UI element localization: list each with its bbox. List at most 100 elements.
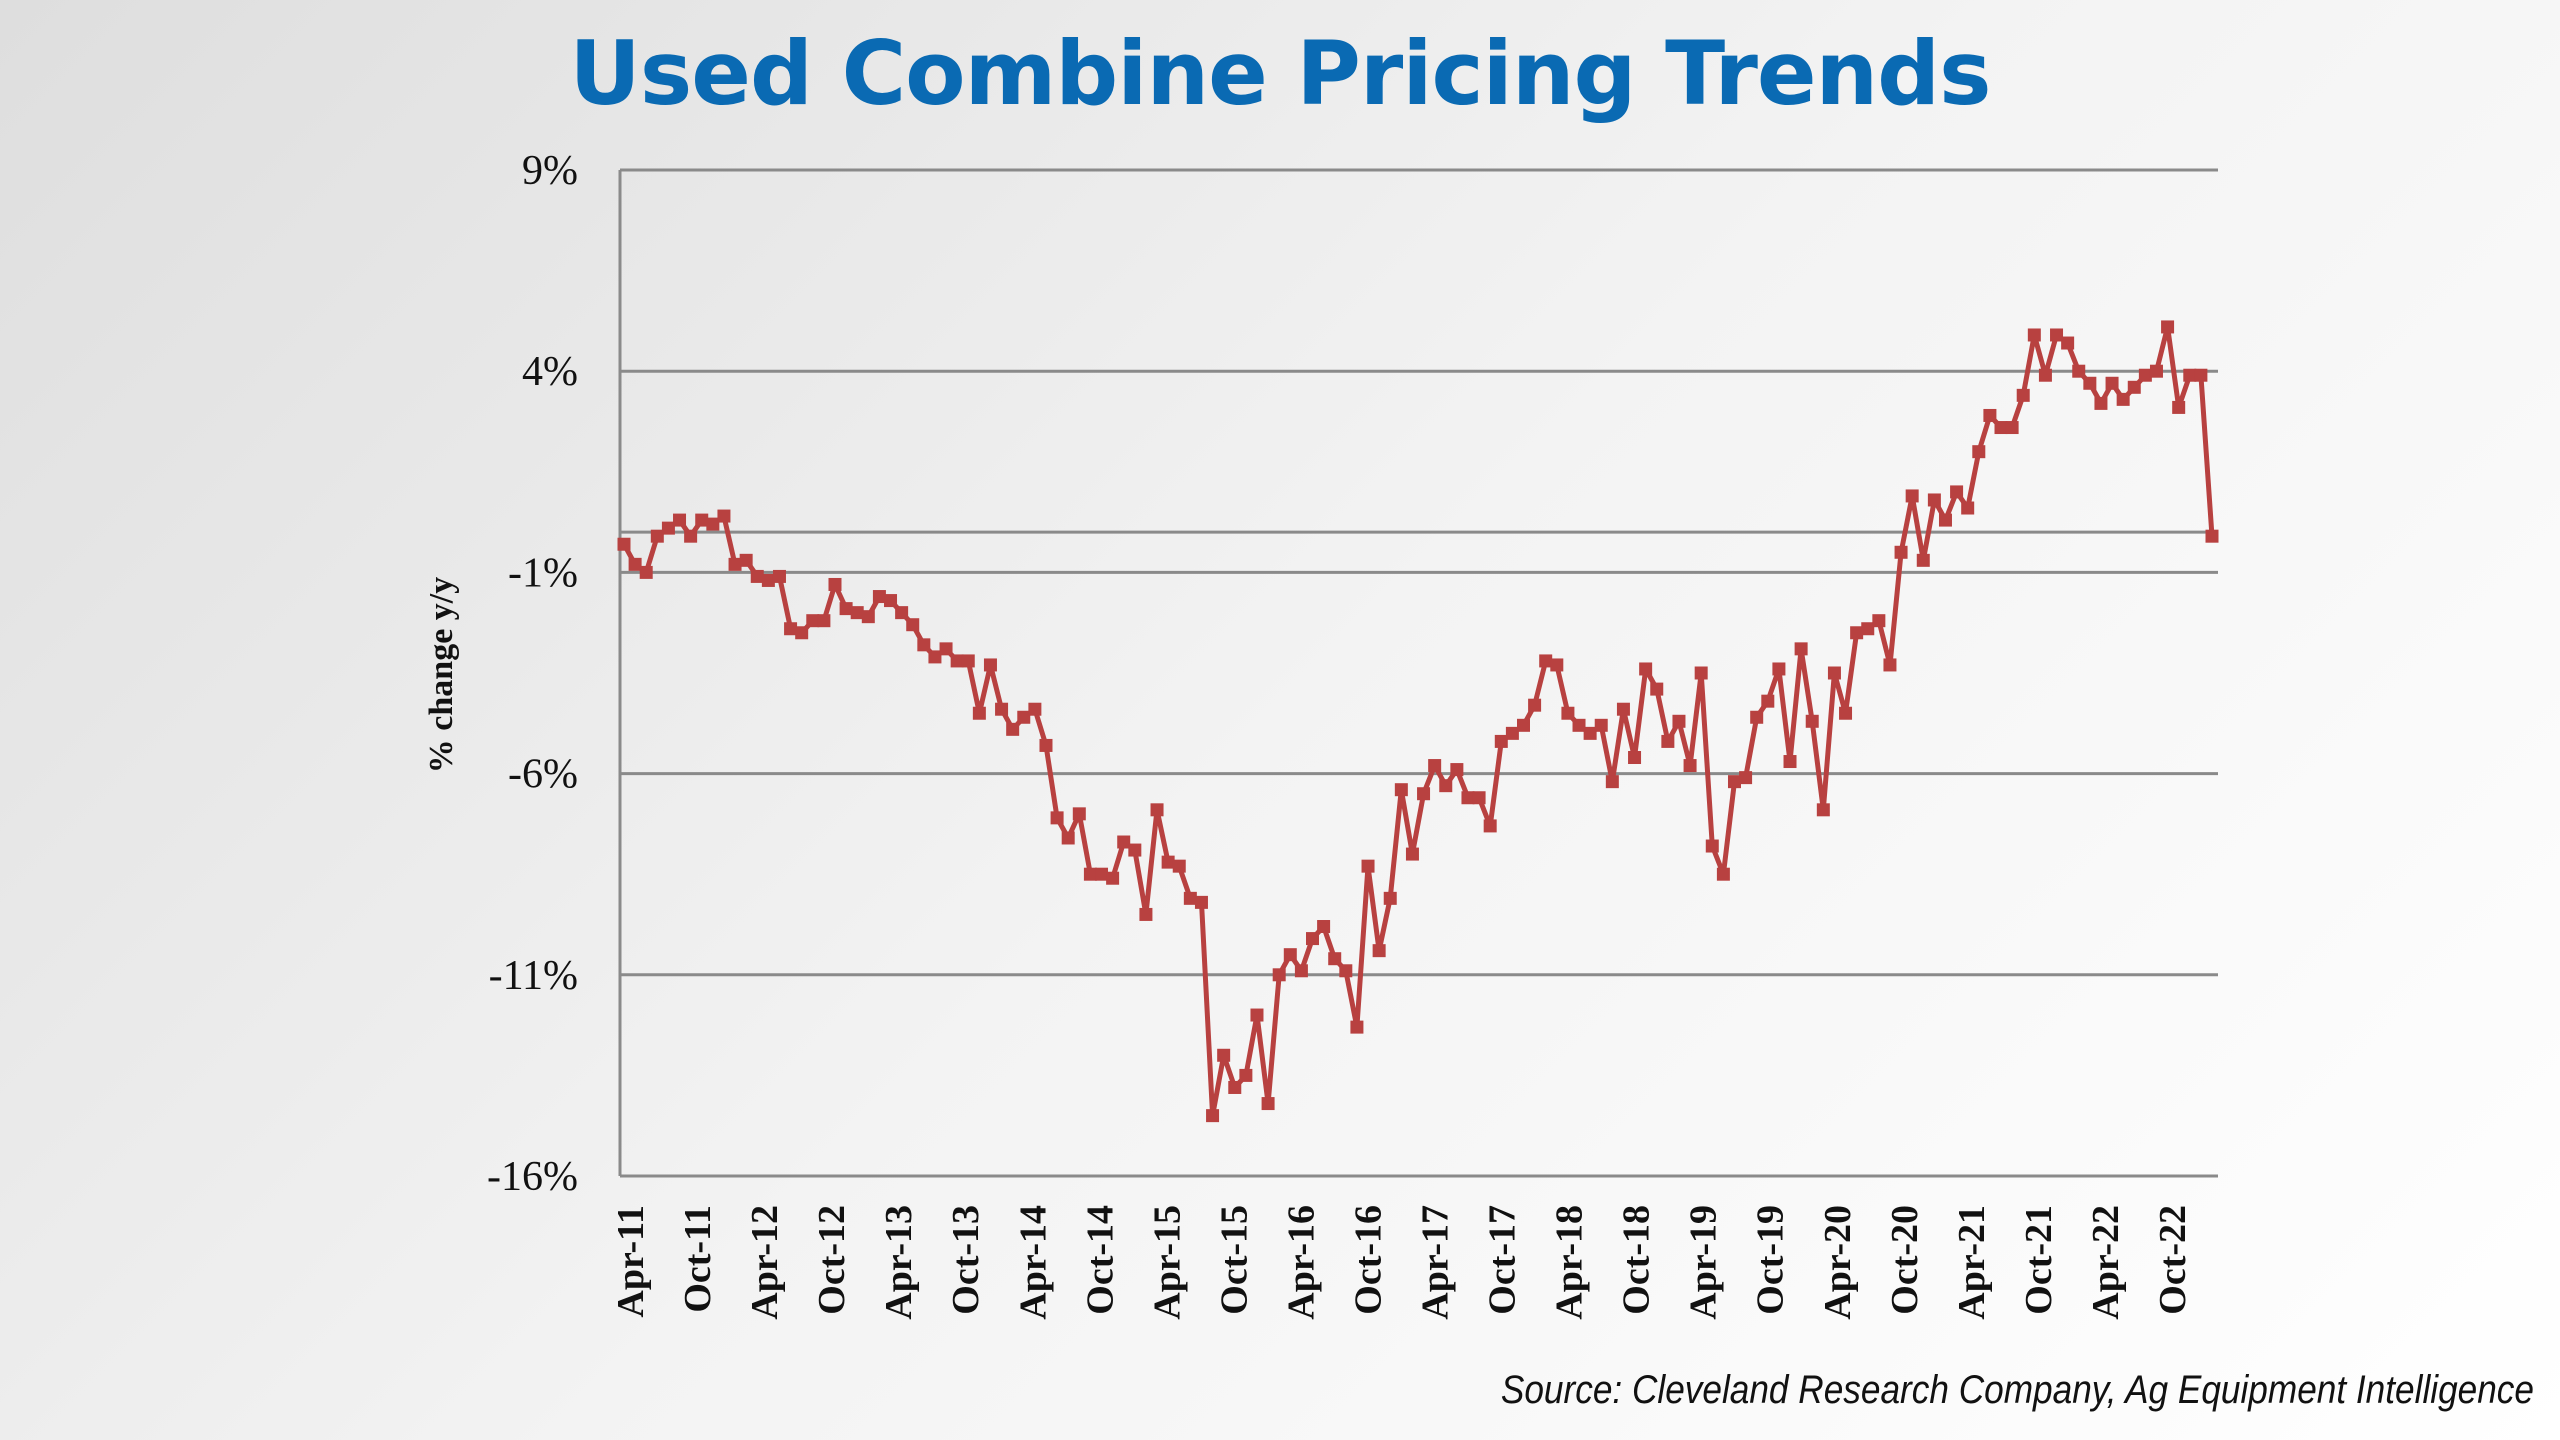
data-point (1306, 932, 1320, 946)
data-point (1039, 738, 1053, 752)
data-point (2161, 320, 2175, 334)
x-tick-label: Oct-20 (1884, 1205, 1926, 1315)
data-point (1405, 847, 1419, 861)
x-tick-label: Apr-20 (1817, 1205, 1859, 1320)
data-point (784, 622, 798, 636)
x-tick-label: Oct-14 (1079, 1205, 1121, 1315)
data-point (939, 642, 953, 656)
x-tick-label: Apr-12 (744, 1205, 786, 1320)
data-point (817, 614, 831, 628)
data-point (961, 654, 975, 668)
data-point (1827, 666, 1841, 680)
data-point (1372, 944, 1386, 958)
data-point (2005, 421, 2019, 435)
series-markers (617, 320, 2219, 1123)
data-point (1616, 702, 1630, 716)
gridlines (620, 168, 2218, 1178)
data-point (1161, 855, 1175, 869)
x-tick-label: Apr-22 (2085, 1205, 2127, 1320)
data-point (1294, 964, 1308, 978)
data-point (2105, 376, 2119, 390)
data-point (1528, 698, 1542, 712)
data-point (1861, 622, 1875, 636)
x-tick-label: Oct-17 (1482, 1205, 1524, 1315)
data-point (828, 577, 842, 591)
data-point (2116, 392, 2130, 406)
x-tick-label: Apr-16 (1280, 1205, 1322, 1320)
data-point (1128, 843, 1142, 857)
y-tick-label: 4% (522, 349, 578, 395)
data-point (795, 626, 809, 640)
data-point (1672, 714, 1686, 728)
data-point (1339, 964, 1353, 978)
data-point (1028, 702, 1042, 716)
data-point (1283, 948, 1297, 962)
data-point (1272, 968, 1286, 982)
y-tick-label: -1% (508, 550, 578, 596)
data-point (1750, 710, 1764, 724)
data-point (2127, 380, 2141, 394)
data-point (650, 529, 664, 543)
data-point (1927, 493, 1941, 507)
data-point (1694, 666, 1708, 680)
x-tick-label: Oct-16 (1347, 1205, 1389, 1315)
data-point (728, 557, 742, 571)
x-tick-label: Apr-18 (1549, 1205, 1591, 1320)
data-point (695, 513, 709, 527)
y-tick-label: 9% (522, 148, 578, 194)
data-point (706, 517, 720, 531)
data-point (2172, 400, 2186, 414)
x-tick-labels: Apr-11 Oct-11 Apr-12 Oct-12 Apr-13 Oct-13 Apr-… (610, 1205, 2194, 1320)
data-point (1083, 867, 1097, 881)
data-point (2050, 328, 2064, 342)
data-point (1417, 787, 1431, 801)
data-point (639, 565, 653, 579)
data-point (2016, 388, 2030, 402)
x-tick-label: Oct-11 (677, 1205, 719, 1313)
x-tick-label: Oct-18 (1616, 1205, 1658, 1315)
data-point (2094, 396, 2108, 410)
data-point (895, 606, 909, 620)
data-point (906, 618, 920, 632)
data-point (1883, 658, 1897, 672)
data-point (1228, 1080, 1242, 1094)
data-point (2083, 376, 2097, 390)
data-point (1783, 755, 1797, 769)
x-tick-label: Oct-22 (2152, 1205, 2194, 1315)
data-point (717, 509, 731, 523)
data-point (1350, 1020, 1364, 1034)
data-point (739, 553, 753, 567)
data-point (1472, 791, 1486, 805)
data-point (673, 513, 687, 527)
data-point (806, 614, 820, 628)
data-point (2138, 368, 2152, 382)
data-point (1261, 1097, 1275, 1111)
data-point (928, 650, 942, 664)
data-point (1117, 835, 1131, 849)
data-point (1394, 783, 1408, 797)
data-point (1727, 775, 1741, 789)
data-point (661, 521, 675, 535)
data-point (2072, 364, 2086, 378)
data-point (1961, 501, 1975, 515)
data-point (2205, 529, 2219, 543)
data-point (1328, 952, 1342, 966)
data-point (1050, 811, 1064, 825)
data-point (1583, 726, 1597, 740)
data-point (1106, 871, 1120, 885)
data-point (1006, 722, 1020, 736)
x-tick-label: Apr-11 (610, 1205, 652, 1318)
data-point (1872, 614, 1886, 628)
data-point (1894, 545, 1908, 559)
data-point (1172, 859, 1186, 873)
data-point (839, 602, 853, 616)
data-point (1505, 726, 1519, 740)
source-note: Source: Cleveland Research Company, Ag E… (1500, 1368, 2534, 1412)
y-axis-label: % change y/y (423, 577, 460, 773)
data-point (1605, 775, 1619, 789)
data-point (1772, 662, 1786, 676)
x-tick-label: Oct-12 (811, 1205, 853, 1315)
data-point (1561, 706, 1575, 720)
x-tick-label: Apr-15 (1146, 1205, 1188, 1320)
